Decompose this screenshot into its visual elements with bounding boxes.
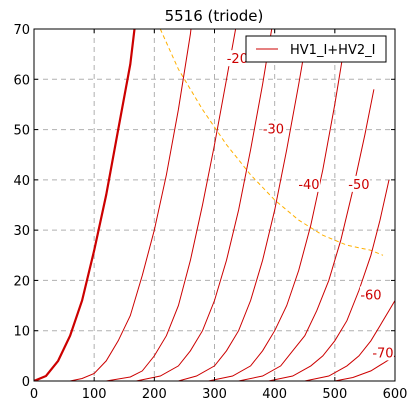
x-tick-label: 200 bbox=[142, 387, 167, 402]
x-tick-label: 100 bbox=[82, 387, 107, 402]
y-tick-label: 30 bbox=[13, 224, 30, 239]
series-curve-8 bbox=[34, 300, 395, 381]
curve-label: -70 bbox=[372, 346, 393, 361]
curve-label-bg bbox=[347, 175, 370, 192]
curve-label-bg bbox=[226, 50, 249, 67]
axes: 0 100 200 300 400 500 600 0 10 20 30 40 50 60 70 bbox=[13, 23, 407, 402]
x-tick-label: 300 bbox=[202, 387, 227, 402]
y-tick-label: 0 bbox=[22, 375, 30, 390]
y-tick-label: 20 bbox=[13, 274, 30, 289]
series-curve-7 bbox=[34, 179, 390, 381]
x-tick-label: 0 bbox=[30, 387, 38, 402]
series-curve-0 bbox=[34, 29, 136, 381]
curve-label-bg bbox=[262, 120, 285, 137]
curve-label-bg bbox=[297, 175, 320, 192]
chart-title: 5516 (triode) bbox=[165, 7, 264, 25]
curve-label: -60 bbox=[360, 289, 381, 304]
curve-label-bg bbox=[359, 286, 382, 303]
y-tick-label: 50 bbox=[13, 124, 30, 139]
x-tick-label: 600 bbox=[383, 387, 408, 402]
legend-label: HV1_I+HV2_I bbox=[290, 43, 375, 58]
curve-label: -20 bbox=[227, 52, 248, 67]
y-tick-label: 10 bbox=[13, 325, 30, 340]
x-tick-label: 400 bbox=[262, 387, 287, 402]
grid bbox=[34, 29, 395, 381]
curve-label-bg bbox=[371, 344, 394, 361]
y-tick-label: 70 bbox=[13, 23, 30, 38]
legend: HV1_I+HV2_I bbox=[245, 35, 387, 63]
series-curve-2 bbox=[34, 29, 237, 381]
curve-label: -30 bbox=[263, 123, 284, 138]
series-curve-4 bbox=[34, 49, 306, 381]
curve-label: -40 bbox=[298, 178, 319, 193]
y-tick-label: 40 bbox=[13, 174, 30, 189]
curve-label: -50 bbox=[348, 178, 369, 193]
y-tick-label: 60 bbox=[13, 73, 30, 88]
x-tick-label: 500 bbox=[322, 387, 347, 402]
series-curve-5 bbox=[34, 49, 345, 381]
load-line bbox=[159, 29, 384, 256]
plot-area: -20 -30 -40 -50 -60 -70 bbox=[34, 29, 395, 381]
series-curve-3 bbox=[34, 29, 273, 381]
series-curve-9 bbox=[34, 355, 395, 381]
series-curve-1 bbox=[34, 29, 192, 381]
